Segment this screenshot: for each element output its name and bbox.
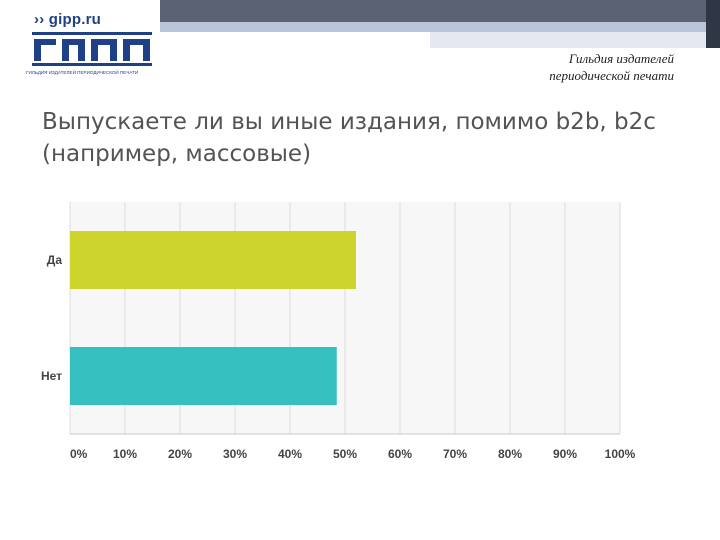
- bar: [70, 231, 356, 289]
- x-tick-label: 70%: [443, 447, 467, 461]
- slide-title: Выпускаете ли вы иные издания, помимо b2…: [42, 109, 656, 167]
- header-corner: [706, 0, 720, 48]
- category-labels: Да Нет: [41, 253, 62, 383]
- bar: [70, 347, 337, 405]
- x-tick-label: 20%: [168, 447, 192, 461]
- category-label: Да: [47, 253, 63, 267]
- logo-domain-text: ›› gipp.ru: [34, 11, 101, 28]
- logo-caption: ГИЛЬДИЯ ИЗДАТЕЛЕЙ ПЕРИОДИЧЕСКОЙ ПЕЧАТИ: [26, 70, 139, 75]
- x-tick-label: 100%: [605, 447, 636, 461]
- organization-name-line2: периодической печати: [549, 68, 674, 83]
- gipp-logo: ›› gipp.ru ГИЛЬДИЯ ИЗДАТЕЛЕЙ ПЕРИОДИЧЕСК…: [26, 10, 158, 75]
- x-tick-label: 40%: [278, 447, 302, 461]
- organization-name: Гильдия издателей периодической печати: [444, 50, 674, 84]
- x-tick-label: 10%: [113, 447, 137, 461]
- category-label: Нет: [41, 369, 62, 383]
- x-tick-label: 50%: [333, 447, 357, 461]
- bars: [70, 231, 356, 405]
- x-tick-label: 80%: [498, 447, 522, 461]
- header-band-dark: [160, 0, 720, 22]
- header-band-pale: [430, 32, 720, 48]
- organization-name-line1: Гильдия издателей: [568, 51, 674, 66]
- logo-mark-icon: [32, 32, 152, 66]
- x-tick-labels: 0% 10% 20% 30% 40% 50% 60% 70% 80% 90% 100%: [70, 447, 636, 461]
- x-tick-label: 90%: [553, 447, 577, 461]
- x-tick-label: 60%: [388, 447, 412, 461]
- x-tick-label: 30%: [223, 447, 247, 461]
- header-band-light: [160, 22, 720, 32]
- x-tick-label: 0%: [70, 447, 88, 461]
